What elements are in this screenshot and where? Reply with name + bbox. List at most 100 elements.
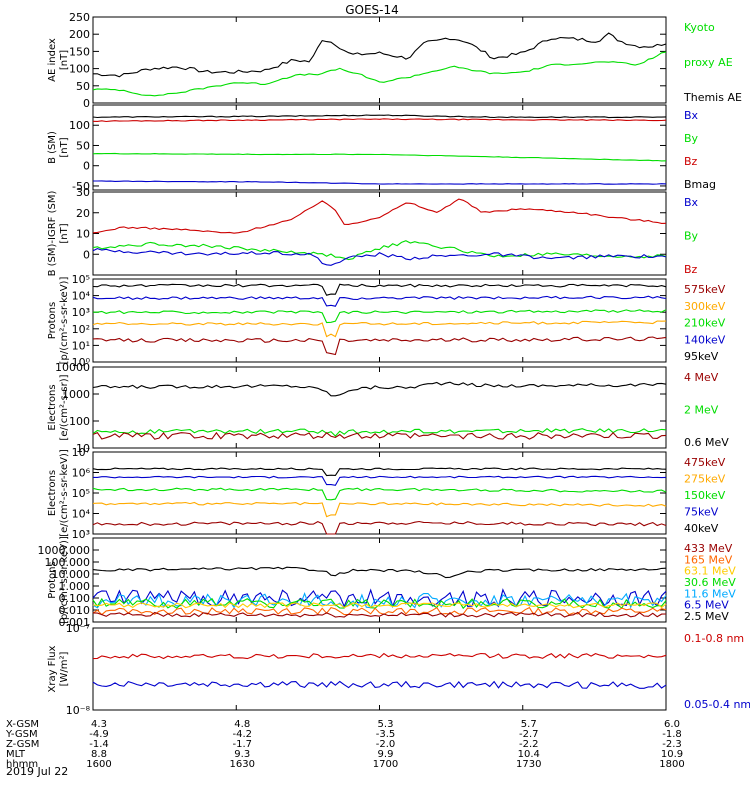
legend-entry: 433 MeV xyxy=(684,542,733,555)
legend-entry: 0.1-0.8 nm xyxy=(684,632,744,645)
y-tick-label: 0 xyxy=(83,248,90,261)
y-tick-label: 150 xyxy=(69,45,90,58)
y-tick-label: -50 xyxy=(72,180,90,193)
y-tick-label: 20 xyxy=(76,207,90,220)
panel-protons_low: 10⁰ 10¹ 10² 10³ 10⁴ 10⁵ Protons [p/(cm²-s-sr-ke… xyxy=(47,273,726,369)
legend-entry: 475keV xyxy=(684,456,726,469)
coord-value: -2.7 xyxy=(519,729,539,740)
y-axis-label: B (SM)-IGRF (SM) xyxy=(47,191,58,277)
series-line-bx xyxy=(93,180,667,185)
y-tick-label: 10 xyxy=(76,442,90,455)
panel-frame xyxy=(92,627,667,711)
series-line-75kev xyxy=(93,475,667,486)
y-axis-label: B (SM) xyxy=(47,131,58,164)
legend-entry: 300keV xyxy=(684,300,726,313)
series-line-bz xyxy=(92,198,667,234)
panel-digrf: 0 10 20 30 B (SM)-IGRF (SM) [nT] Bx By Bz xyxy=(47,186,699,276)
legend-entry: 30.6 MeV xyxy=(684,576,736,589)
legend-entry: 11.6 MeV xyxy=(684,587,736,600)
panel-frame xyxy=(92,104,667,191)
legend-entry: 75keV xyxy=(684,506,719,519)
series-line-210kev xyxy=(93,309,667,324)
y-tick-label: 10⁻⁸ xyxy=(66,704,91,717)
y-tick-label: 1.000 xyxy=(59,580,91,593)
series-line-themis-ae xyxy=(93,32,667,78)
panel-frame xyxy=(92,191,667,276)
coord-value: 5.3 xyxy=(378,719,394,730)
legend-entry: 575keV xyxy=(684,283,726,296)
y-axis-label: [p/(cm²-s-sr-keV)] xyxy=(59,536,70,624)
coord-value: -1.8 xyxy=(662,729,682,740)
coord-row-label: MLT xyxy=(6,749,26,760)
series-line-95kev xyxy=(92,336,667,356)
series-line-by xyxy=(92,152,667,162)
series-line-575kev xyxy=(92,283,667,296)
y-tick-label: 10⁷ xyxy=(72,446,90,459)
y-tick-label: 10⁴ xyxy=(72,508,91,521)
coord-row-label: Z-GSM xyxy=(6,739,39,750)
plot-title: GOES-14 xyxy=(345,3,399,17)
coord-value: 9.9 xyxy=(378,749,394,760)
panel-protons_mev: 0.0010.0100.1001.00010.000100.0001000.00… xyxy=(38,536,737,629)
series-line-30-6-mev xyxy=(92,597,667,610)
series-line-bmag xyxy=(92,114,667,119)
series-line-0-6-mev xyxy=(92,381,667,397)
coord-value: -3.5 xyxy=(376,729,396,740)
y-axis-label: [e/(cm²-s-sr-keV)] xyxy=(59,449,70,537)
legend-entry: proxy AE xyxy=(684,56,733,69)
legend-entry: 40keV xyxy=(684,522,719,535)
y-axis-label: Protons xyxy=(47,561,58,598)
y-tick-label: 10¹ xyxy=(72,339,90,352)
legend-entry: 210keV xyxy=(684,317,726,330)
series-line-475kev xyxy=(92,520,667,535)
legend-entry: 140keV xyxy=(684,333,726,346)
legend-entry: 63.1 MeV xyxy=(684,565,736,578)
coord-value: -2.0 xyxy=(376,739,396,750)
coord-value: 1730 xyxy=(516,759,541,770)
y-axis-label: [p/(cm²-s-sr-keV)] xyxy=(59,277,70,365)
series-line-150kev xyxy=(92,487,667,501)
coord-value: -4.2 xyxy=(232,729,252,740)
series-line-4-mev xyxy=(92,431,667,440)
series-line-0-05-0-4-nm xyxy=(92,680,667,689)
y-tick-label: 10⁵ xyxy=(72,273,90,286)
coord-value: 4.3 xyxy=(91,719,107,730)
legend-entry: 275keV xyxy=(684,473,726,486)
y-tick-label: 250 xyxy=(69,11,90,24)
y-tick-label: 10³ xyxy=(72,306,90,319)
panel-frame xyxy=(92,278,667,363)
series-line-bz xyxy=(92,118,667,123)
y-tick-label: 10⁵ xyxy=(72,487,90,500)
series-line-2-mev xyxy=(92,428,667,437)
y-tick-label: 10⁰ xyxy=(72,356,91,369)
series-line-by xyxy=(92,240,667,261)
y-tick-label: 10.000 xyxy=(52,568,91,581)
legend-entry: Bz xyxy=(684,155,698,168)
coord-value: 1700 xyxy=(373,759,398,770)
y-tick-label: 10⁻⁷ xyxy=(66,622,90,635)
series-line-140kev xyxy=(92,320,667,338)
y-tick-label: 0.001 xyxy=(59,616,91,629)
coord-value: 9.3 xyxy=(234,749,250,760)
y-axis-label: [e/(cm²-s-sr)] xyxy=(59,374,70,440)
y-tick-label: 0.010 xyxy=(59,604,91,617)
legend-entry: Bx xyxy=(684,109,699,122)
coord-value: -2.2 xyxy=(519,739,539,750)
legend-entry: By xyxy=(684,132,699,145)
coord-value: -2.3 xyxy=(662,739,682,750)
coord-value: -4.9 xyxy=(89,729,109,740)
y-axis-label: AE index xyxy=(47,38,58,82)
y-tick-label: 1000.000 xyxy=(38,544,91,557)
legend-entry: Bz xyxy=(684,263,698,276)
series-line-165-mev xyxy=(92,606,667,616)
legend-entry: Kyoto xyxy=(684,21,715,34)
coord-value: 1630 xyxy=(230,759,255,770)
legend-entry: Bx xyxy=(684,196,699,209)
y-axis-label: Electrons xyxy=(47,384,58,430)
series-line-63-1-mev xyxy=(92,602,667,609)
coord-value: 10.4 xyxy=(518,749,540,760)
coord-value: 8.8 xyxy=(91,749,107,760)
y-axis-label: Electrons xyxy=(47,470,58,516)
